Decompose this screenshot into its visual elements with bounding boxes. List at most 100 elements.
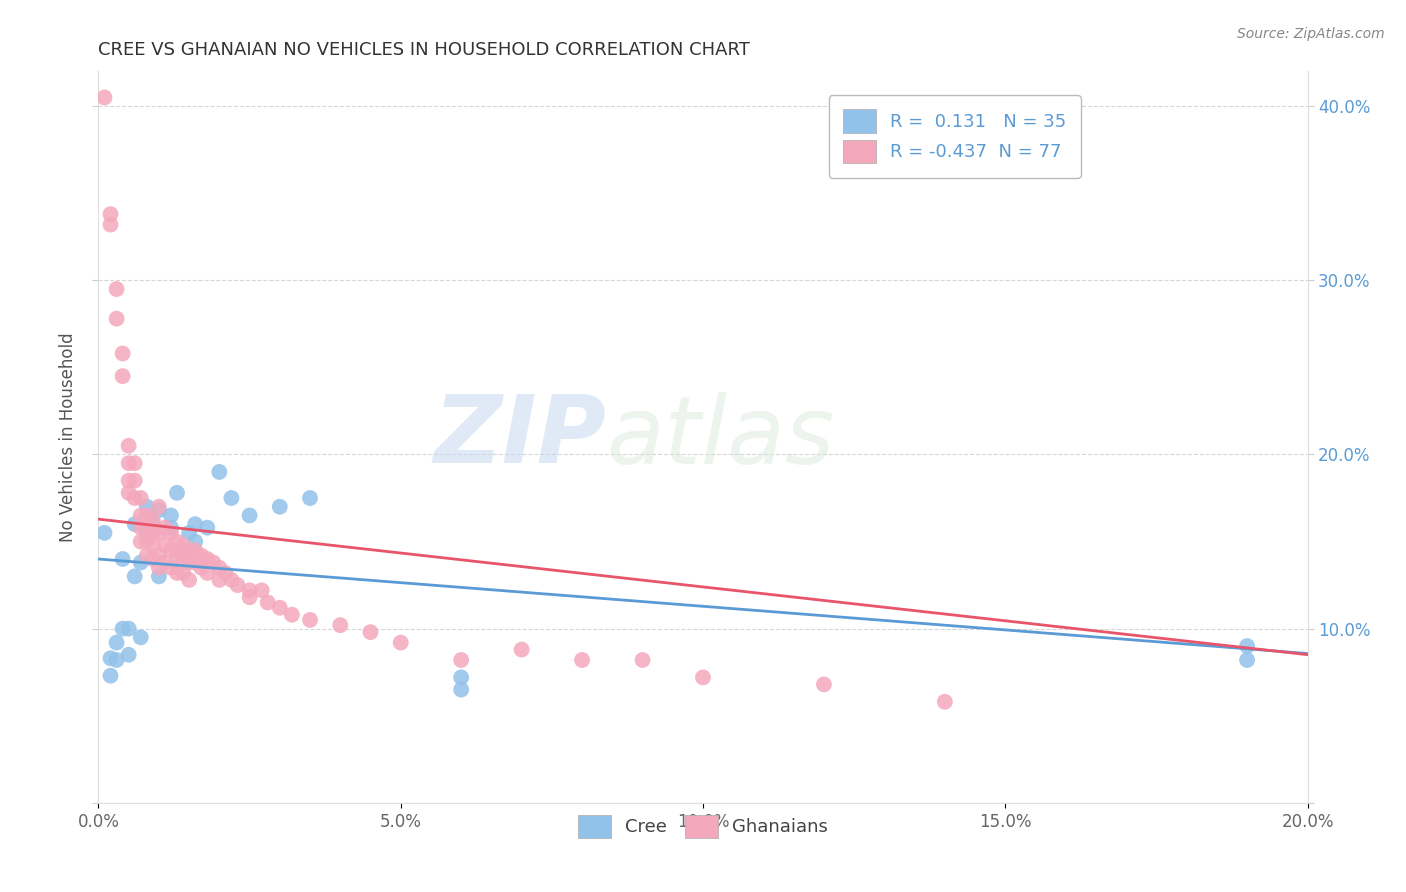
Point <box>105 653 128 667</box>
Point <box>135 500 157 514</box>
Point <box>135 534 157 549</box>
Point <box>239 583 262 598</box>
Point <box>221 491 243 505</box>
Point <box>160 525 183 540</box>
Point <box>118 485 141 500</box>
Point <box>118 648 141 662</box>
Point <box>389 635 412 649</box>
Point <box>195 521 218 535</box>
Point <box>142 552 165 566</box>
Point <box>299 613 322 627</box>
Point <box>105 282 128 296</box>
Point <box>148 569 170 583</box>
Point <box>269 600 291 615</box>
Point <box>166 534 188 549</box>
Point <box>179 556 201 570</box>
Point <box>184 543 207 558</box>
Point <box>129 491 152 505</box>
Point <box>214 566 236 580</box>
Point <box>111 552 134 566</box>
Point <box>148 560 170 574</box>
Text: CREE VS GHANAIAN NO VEHICLES IN HOUSEHOLD CORRELATION CHART: CREE VS GHANAIAN NO VEHICLES IN HOUSEHOL… <box>98 41 751 59</box>
Point <box>118 456 141 470</box>
Point <box>172 552 194 566</box>
Point <box>105 311 128 326</box>
Point <box>179 525 201 540</box>
Point <box>93 525 115 540</box>
Legend: Cree, Ghanaians: Cree, Ghanaians <box>571 807 835 845</box>
Point <box>135 508 157 523</box>
Point <box>166 549 188 563</box>
Point <box>172 538 194 552</box>
Point <box>160 543 183 558</box>
Point <box>129 556 152 570</box>
Point <box>450 653 472 667</box>
Point <box>190 560 212 574</box>
Point <box>239 591 262 605</box>
Point <box>329 618 352 632</box>
Point <box>195 566 218 580</box>
Point <box>142 525 165 540</box>
Point <box>100 218 122 232</box>
Point <box>190 549 212 563</box>
Point <box>250 583 273 598</box>
Point <box>208 465 231 479</box>
Point <box>142 517 165 532</box>
Point <box>160 521 183 535</box>
Point <box>160 560 183 574</box>
Point <box>172 566 194 580</box>
Point <box>360 625 382 640</box>
Point <box>195 552 218 566</box>
Point <box>124 491 146 505</box>
Point <box>142 538 165 552</box>
Point <box>129 521 152 535</box>
Point <box>256 595 278 609</box>
Point <box>202 556 225 570</box>
Point <box>450 682 472 697</box>
Point <box>148 500 170 514</box>
Point <box>631 653 654 667</box>
Point <box>172 543 194 558</box>
Point <box>934 695 956 709</box>
Point <box>100 207 122 221</box>
Point <box>226 578 249 592</box>
Point <box>111 622 134 636</box>
Point <box>692 670 714 684</box>
Point <box>184 534 207 549</box>
Point <box>153 538 176 552</box>
Point <box>124 517 146 532</box>
Point <box>160 508 183 523</box>
Point <box>269 500 291 514</box>
Point <box>93 90 115 104</box>
Point <box>135 521 157 535</box>
Point <box>124 456 146 470</box>
Point <box>1236 639 1258 653</box>
Point <box>184 556 207 570</box>
Point <box>239 508 262 523</box>
Point <box>221 573 243 587</box>
Point <box>111 369 134 384</box>
Point <box>184 517 207 532</box>
Point <box>153 556 176 570</box>
Point <box>148 503 170 517</box>
Point <box>179 543 201 558</box>
Point <box>142 514 165 528</box>
Point <box>129 631 152 645</box>
Point <box>129 508 152 523</box>
Point <box>148 525 170 540</box>
Point <box>111 346 134 360</box>
Point <box>179 573 201 587</box>
Point <box>281 607 304 622</box>
Point <box>510 642 533 657</box>
Point <box>135 549 157 563</box>
Point <box>208 560 231 574</box>
Point <box>118 474 141 488</box>
Point <box>208 573 231 587</box>
Point <box>100 651 122 665</box>
Point <box>135 525 157 540</box>
Y-axis label: No Vehicles in Household: No Vehicles in Household <box>59 332 77 542</box>
Point <box>100 668 122 682</box>
Point <box>813 677 835 691</box>
Point <box>118 439 141 453</box>
Text: Source: ZipAtlas.com: Source: ZipAtlas.com <box>1237 27 1385 41</box>
